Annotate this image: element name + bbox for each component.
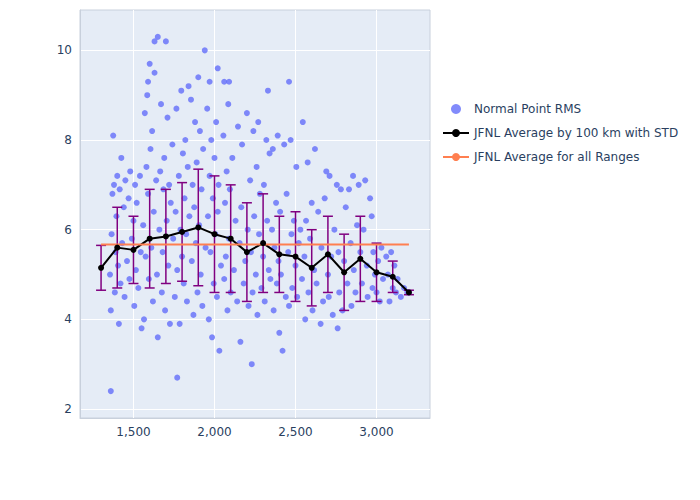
svg-text:4: 4	[64, 312, 72, 326]
svg-text:Normal Point RMS: Normal Point RMS	[474, 102, 581, 116]
svg-text:2,000: 2,000	[197, 425, 231, 439]
svg-text:JFNL Average by 100 km with ST: JFNL Average by 100 km with STD	[473, 126, 678, 140]
svg-text:2,500: 2,500	[278, 425, 312, 439]
svg-text:3,000: 3,000	[359, 425, 393, 439]
svg-text:1,500: 1,500	[116, 425, 150, 439]
svg-text:10: 10	[57, 43, 72, 57]
svg-text:2: 2	[64, 402, 72, 416]
svg-text:JFNL Average for all Ranges: JFNL Average for all Ranges	[473, 150, 639, 164]
svg-text:8: 8	[64, 133, 72, 147]
svg-text:6: 6	[64, 223, 72, 237]
